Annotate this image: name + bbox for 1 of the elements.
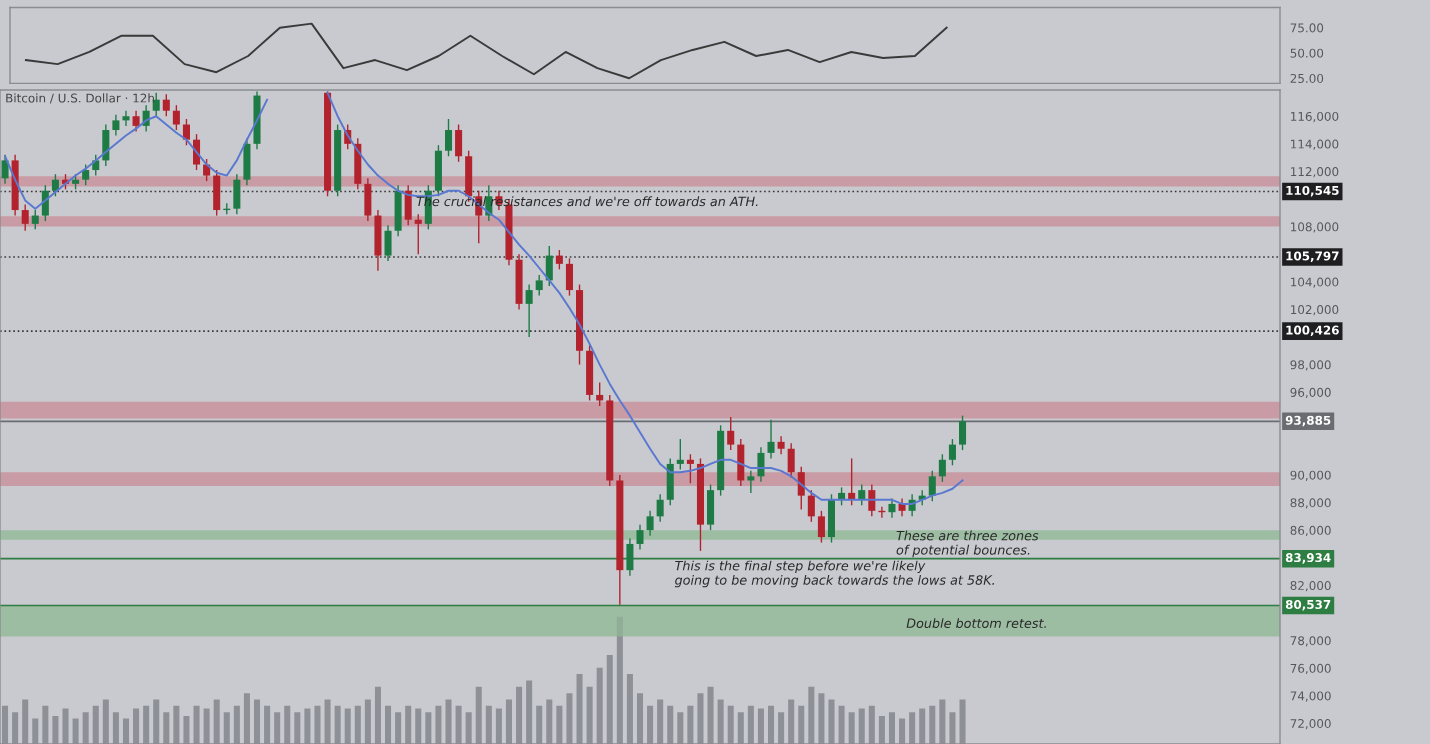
line-series bbox=[24, 22, 948, 80]
